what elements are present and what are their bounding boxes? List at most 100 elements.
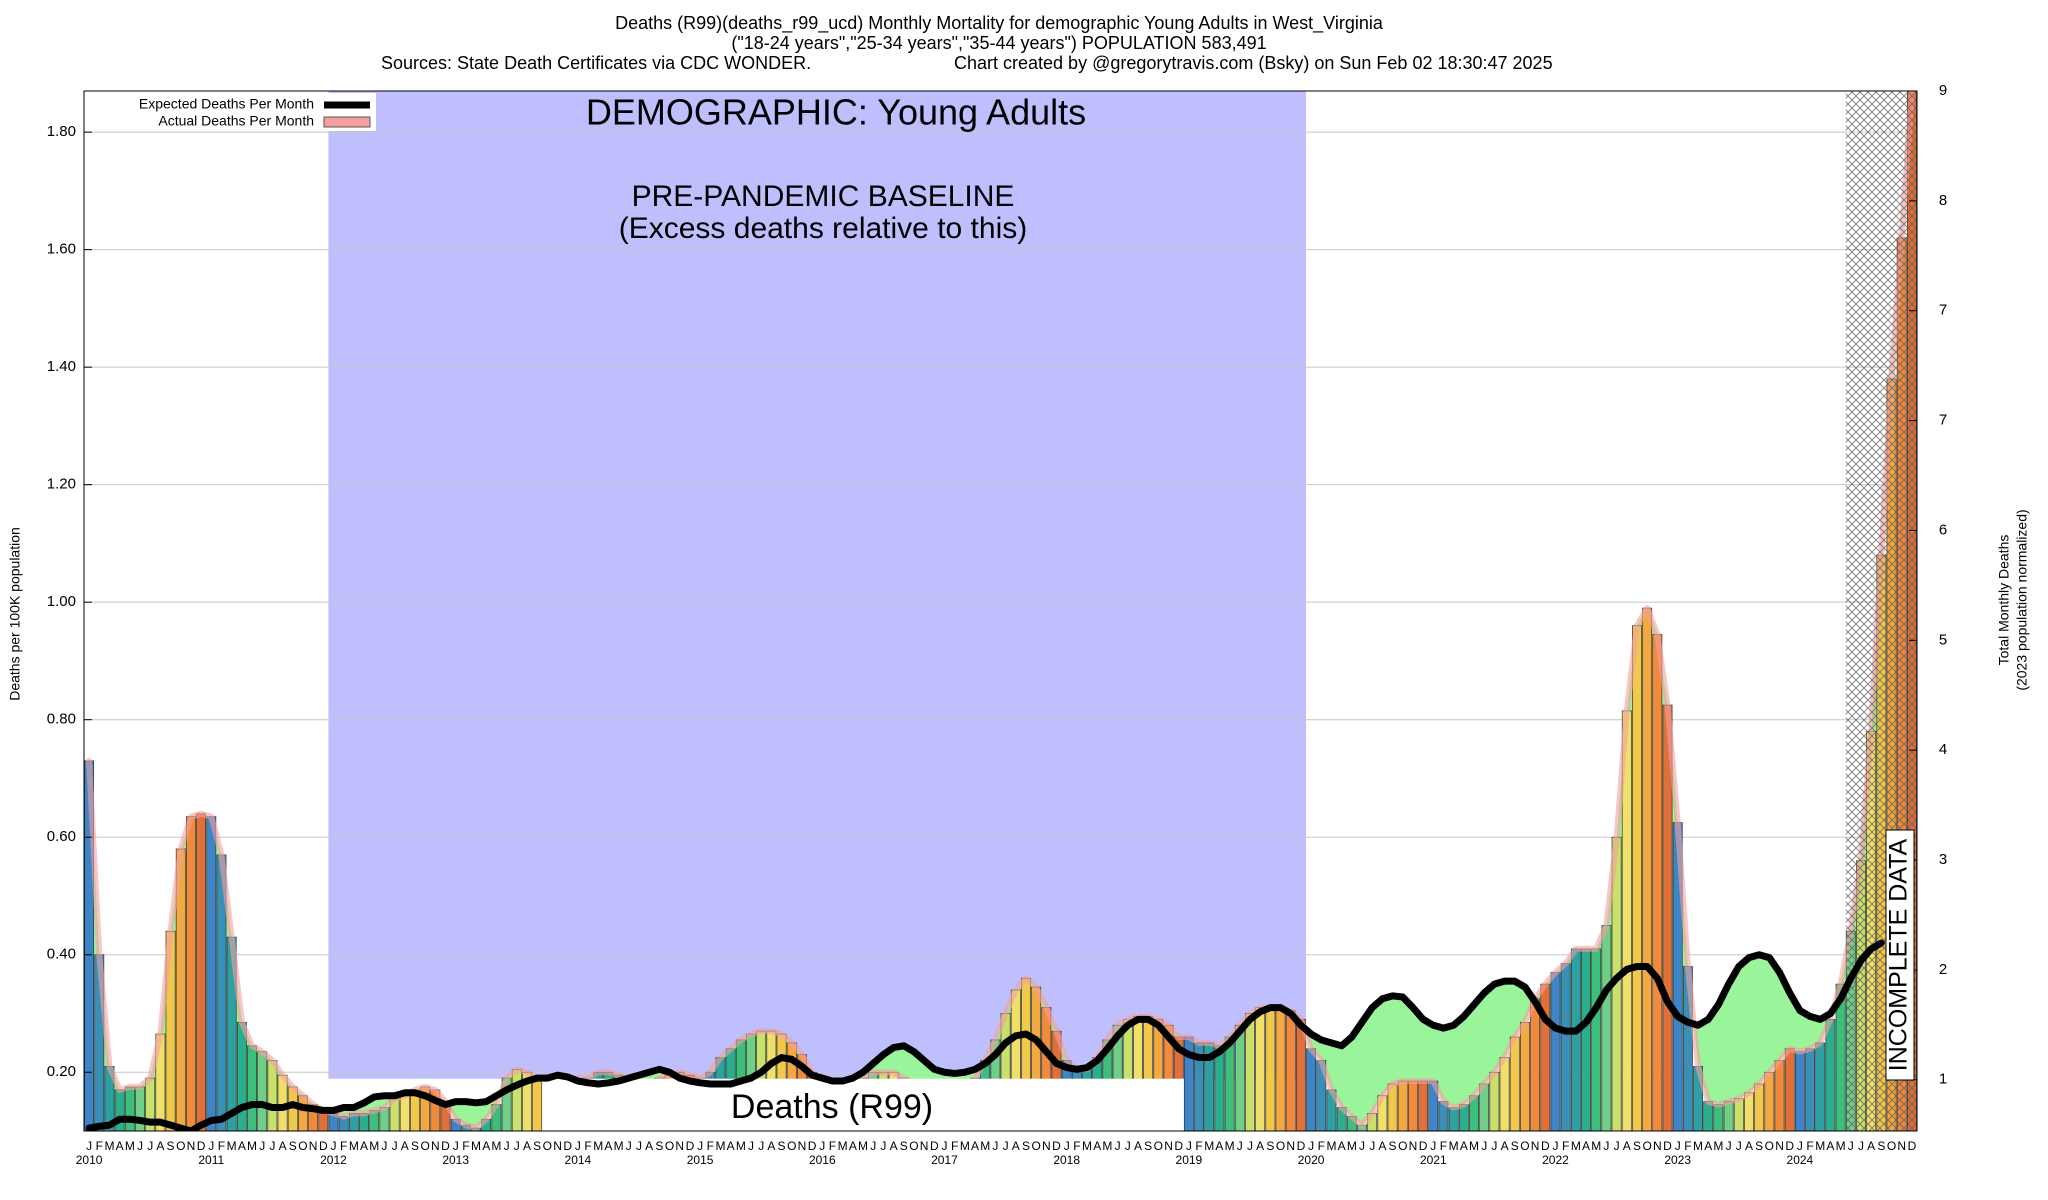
y-tick-label: 1.40 [47, 358, 76, 375]
x-tick-label: J [992, 1139, 998, 1153]
x-tick-label: A [727, 1139, 735, 1153]
x-tick-label: M [491, 1139, 501, 1153]
bar [247, 1045, 257, 1131]
y-tick-label: 1.00 [47, 593, 76, 610]
x-tick-label: N [675, 1139, 684, 1153]
x-tick-label: J [1491, 1139, 1497, 1153]
bar [511, 1068, 522, 1131]
baseline-region [328, 91, 1306, 1079]
bar [1764, 1071, 1775, 1131]
x-tick-label: J [1308, 1139, 1314, 1153]
x-tick-label: A [1134, 1139, 1142, 1153]
x-tick-label: J [1359, 1139, 1365, 1153]
label-box [542, 1078, 1184, 1131]
x-tick-label: J [1858, 1139, 1864, 1153]
year-label: 2019 [1176, 1153, 1203, 1167]
x-tick-label: O [787, 1139, 796, 1153]
x-tick-label: J [1186, 1139, 1192, 1153]
x-tick-label: S [411, 1139, 419, 1153]
x-tick-label: S [1633, 1139, 1641, 1153]
chart-subtitle: ("18-24 years","25-34 years","35-44 year… [731, 33, 1266, 53]
bar [1550, 972, 1561, 1131]
bar [1285, 1010, 1296, 1131]
x-tick-label: J [636, 1139, 642, 1153]
x-tick-label: J [819, 1139, 825, 1153]
baseline-label: PRE-PANDEMIC BASELINE [632, 180, 1015, 213]
y-tick-label: 1.80 [47, 123, 76, 140]
y-tick-label: 1.60 [47, 241, 76, 258]
y2-tick-label: 8 [1939, 192, 1947, 209]
x-tick-label: O [1154, 1139, 1163, 1153]
x-tick-label: M [1326, 1139, 1336, 1153]
x-tick-label: J [259, 1139, 265, 1153]
bar [185, 816, 196, 1131]
x-tick-label: J [504, 1139, 510, 1153]
y-tick-label: 0.80 [47, 711, 76, 728]
year-label: 2020 [1298, 1153, 1325, 1167]
x-tick-label: D [1541, 1139, 1550, 1153]
bar [532, 1077, 543, 1131]
y2-tick-label: 4 [1939, 741, 1947, 758]
x-tick-label: J [1797, 1139, 1803, 1153]
x-tick-label: S [900, 1139, 908, 1153]
x-tick-label: D [1419, 1139, 1428, 1153]
x-tick-label: J [1736, 1139, 1742, 1153]
x-tick-label: M [1082, 1139, 1092, 1153]
bar [1581, 948, 1591, 1131]
bar [1703, 1101, 1714, 1131]
x-tick-label: A [604, 1139, 612, 1153]
x-tick-label: M [838, 1139, 848, 1153]
x-tick-label: J [1247, 1139, 1253, 1153]
x-tick-label: S [1511, 1139, 1519, 1153]
x-tick-label: F [584, 1139, 591, 1153]
bar [1265, 1007, 1276, 1131]
x-tick-label: D [441, 1139, 450, 1153]
x-tick-label: A [401, 1139, 409, 1153]
x-tick-label: J [1430, 1139, 1436, 1153]
x-tick-label: M [1347, 1139, 1357, 1153]
x-tick-label: M [1225, 1139, 1235, 1153]
year-label: 2024 [1787, 1153, 1814, 1167]
x-tick-label: J [1726, 1139, 1732, 1153]
demographic-label: DEMOGRAPHIC: Young Adults [586, 92, 1086, 133]
front-layer [85, 91, 1917, 1131]
x-tick-label: M [736, 1139, 746, 1153]
x-tick-label: J [269, 1139, 275, 1153]
bar [1255, 1007, 1266, 1131]
x-tick-label: A [156, 1139, 164, 1153]
x-tick-label: F [1073, 1139, 1080, 1153]
x-tick-label: F [829, 1139, 836, 1153]
bar [1723, 1101, 1734, 1131]
year-label: 2021 [1420, 1153, 1447, 1167]
x-tick-label: J [626, 1139, 632, 1153]
x-tick-label: F [1562, 1139, 1569, 1153]
x-tick-label: M [1836, 1139, 1846, 1153]
bar [1825, 1019, 1836, 1131]
y-tick-label: 0.60 [47, 828, 76, 845]
x-tick-label: N [431, 1139, 440, 1153]
x-tick-label: N [1286, 1139, 1295, 1153]
bar [1499, 1057, 1510, 1131]
x-tick-label: J [1552, 1139, 1558, 1153]
x-tick-label: A [849, 1139, 857, 1153]
incomplete-label: INCOMPLETE DATA [1885, 838, 1913, 1071]
year-label: 2023 [1664, 1153, 1691, 1167]
year-label: 2012 [320, 1153, 347, 1167]
x-tick-label: S [533, 1139, 541, 1153]
x-tick-label: J [330, 1139, 336, 1153]
x-tick-label: M [349, 1139, 359, 1153]
x-tick-label: F [1195, 1139, 1202, 1153]
x-tick-label: A [116, 1139, 124, 1153]
x-tick-label: F [1806, 1139, 1813, 1153]
x-tick-label: J [1614, 1139, 1620, 1153]
x-tick-label: O [1031, 1139, 1040, 1153]
x-tick-label: D [1785, 1139, 1794, 1153]
bar [1744, 1092, 1754, 1131]
x-tick-label: J [880, 1139, 886, 1153]
x-tick-label: O [1765, 1139, 1774, 1153]
bar [1306, 1048, 1317, 1131]
bar [1418, 1080, 1429, 1131]
x-tick-label: J [137, 1139, 143, 1153]
x-tick-label: N [1164, 1139, 1173, 1153]
